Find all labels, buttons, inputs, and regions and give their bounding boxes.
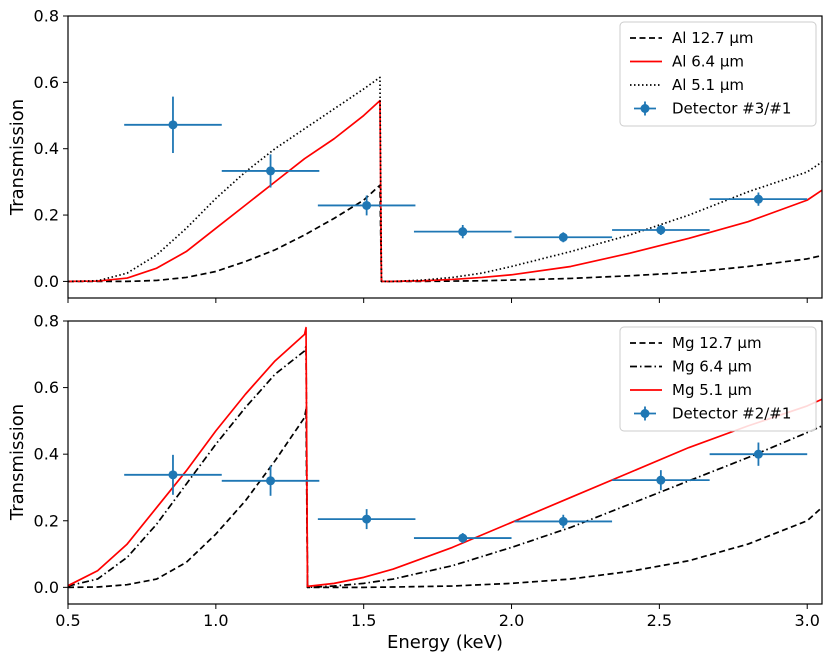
bottom-y-tick-label-0: 0.0 <box>34 578 59 597</box>
data-point-detector-3-1-6 <box>709 192 808 206</box>
bottom-ticks-layer: 0.5 1.0 1.5 2.0 2.5 3.0 0.0 0.2 0.4 0.6 0.8 <box>34 312 820 631</box>
bottom-x-tick-label-2: 1.5 <box>351 611 376 630</box>
point-marker <box>753 194 763 204</box>
data-point-detector-3-1-2 <box>317 195 416 216</box>
point-marker <box>458 533 468 543</box>
bottom-x-tick-label-5: 3.0 <box>794 611 819 630</box>
bottom-axes-frame <box>67 320 823 605</box>
legend-label: Mg 5.1 μm <box>672 381 752 399</box>
top-y-tick-label-2: 0.4 <box>34 139 59 158</box>
top-axes-frame <box>67 15 823 299</box>
top-series-layer <box>67 76 823 283</box>
legend-label: Al 6.4 μm <box>672 53 744 71</box>
series-line-al-6-4-m <box>67 99 823 283</box>
bottom-x-tick-label-3: 2.0 <box>499 611 524 630</box>
point-marker <box>558 516 568 526</box>
top-panel: 0.00.20.40.60.8 Transmission Al 12.7 μmA… <box>7 7 823 303</box>
legend-item-mg-12-7-m: Mg 12.7 μm <box>630 334 762 352</box>
legend-label: Mg 12.7 μm <box>672 334 762 352</box>
top-legend-box <box>619 21 817 127</box>
top-y-tick-label-1: 0.2 <box>34 206 59 225</box>
point-marker <box>168 120 178 130</box>
legend-label: Al 5.1 μm <box>672 76 744 94</box>
bottom-legend-box <box>619 326 817 432</box>
point-marker <box>656 475 666 485</box>
top-y-tick-label-4: 0.8 <box>34 7 59 26</box>
bottom-series-layer <box>67 326 823 589</box>
bottom-x-tick-label-4: 2.5 <box>647 611 672 630</box>
legend-item-detector-3-1: Detector #3/#1 <box>634 100 791 118</box>
point-marker <box>656 225 666 235</box>
data-point-detector-2-1-1 <box>221 465 320 496</box>
data-point-detector-3-1-3 <box>413 225 512 239</box>
data-point-detector-2-1-5 <box>612 470 710 491</box>
legend-item-mg-6-4-m: Mg 6.4 μm <box>630 358 752 376</box>
data-point-detector-3-1-0 <box>124 96 222 154</box>
data-point-detector-2-1-0 <box>124 454 222 495</box>
point-marker <box>458 227 468 237</box>
legend-item-al-5-1-m: Al 5.1 μm <box>630 76 744 94</box>
legend-label: Detector #2/#1 <box>672 405 791 423</box>
series-line-mg-6-4-m <box>67 345 823 589</box>
legend-item-al-12-7-m: Al 12.7 μm <box>630 29 754 47</box>
legend-label: Detector #3/#1 <box>672 100 791 118</box>
bottom-legend: Mg 12.7 μm Mg 6.4 μm Mg 5.1 μm Detector #2/… <box>619 326 817 432</box>
bottom-y-axis-label: Transmission <box>7 404 28 521</box>
point-marker <box>362 514 372 524</box>
point-marker <box>266 166 276 176</box>
series-line-al-5-1-m <box>67 76 823 283</box>
data-point-detector-2-1-3 <box>413 533 512 544</box>
legend-item-detector-2-1: Detector #2/#1 <box>634 405 791 423</box>
legend-swatch-marker <box>640 409 650 418</box>
legend-label: Mg 6.4 μm <box>672 358 752 376</box>
legend-item-al-6-4-m: Al 6.4 μm <box>630 53 744 71</box>
legend-item-mg-5-1-m: Mg 5.1 μm <box>630 381 752 399</box>
point-marker <box>753 449 763 459</box>
bottom-x-tick-label-0: 0.5 <box>55 611 80 630</box>
bottom-y-tick-label-1: 0.2 <box>34 511 59 530</box>
top-ticks-layer: 0.0 0.2 0.4 0.6 0.8 <box>34 7 808 303</box>
top-legend: Al 12.7 μm Al 6.4 μm Al 5.1 μm Detector #3/… <box>619 21 817 127</box>
data-point-detector-3-1-4 <box>514 232 613 243</box>
bottom-errorbar-layer <box>124 442 808 544</box>
point-marker <box>168 470 178 480</box>
bottom-y-tick-label-3: 0.6 <box>34 378 59 397</box>
bottom-y-tick-label-4: 0.8 <box>34 312 59 331</box>
point-marker <box>362 200 372 210</box>
top-y-tick-label-0: 0.0 <box>34 272 59 291</box>
top-y-axis-label: Transmission <box>7 99 28 216</box>
legend-swatch-marker <box>640 104 650 113</box>
series-line-mg-12-7-m <box>67 408 823 589</box>
data-point-detector-2-1-4 <box>514 514 613 529</box>
top-errorbar-layer <box>124 96 808 243</box>
top-y-tick-label-3: 0.6 <box>34 73 59 92</box>
legend-label: Al 12.7 μm <box>672 29 754 47</box>
bottom-x-tick-label-1: 1.0 <box>203 611 228 630</box>
point-marker <box>558 232 568 242</box>
bottom-y-tick-label-2: 0.4 <box>34 445 59 464</box>
data-point-detector-3-1-5 <box>612 225 710 235</box>
series-line-mg-5-1-m <box>67 326 823 588</box>
data-point-detector-2-1-6 <box>709 442 808 466</box>
point-marker <box>266 476 276 486</box>
data-point-detector-2-1-2 <box>317 509 416 530</box>
bottom-panel: 0.5 1.0 1.5 2.0 2.5 3.0 0.0 0.2 0.4 0.6 0.8 Transm… <box>7 312 823 653</box>
x-axis-label: Energy (keV) <box>387 632 503 653</box>
data-point-detector-3-1-1 <box>221 154 320 188</box>
